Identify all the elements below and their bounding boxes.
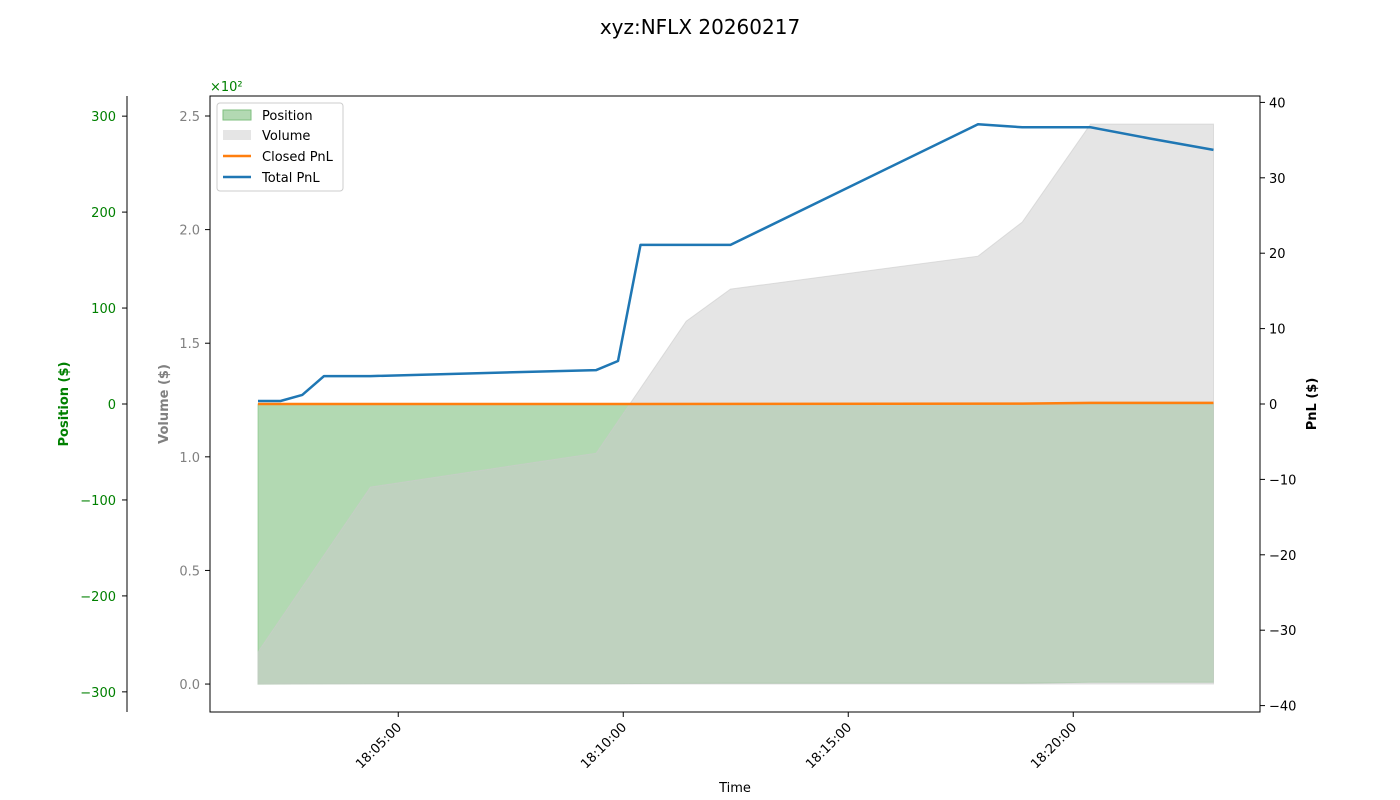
legend-swatch-volume <box>223 130 251 140</box>
position-axis-label: Position ($) <box>57 362 72 447</box>
pnl-tick-label: −10 <box>1269 473 1296 488</box>
x-tick-label: 18:05:00 <box>353 720 405 772</box>
pnl-tick-label: 10 <box>1269 323 1286 338</box>
position-tick-label: −200 <box>80 590 116 605</box>
x-axis-label: Time <box>718 781 751 796</box>
position-tick-label: −300 <box>80 686 116 701</box>
legend-label-volume: Volume <box>262 129 310 144</box>
series-lines <box>258 123 1214 406</box>
closed-pnl-line <box>258 401 1214 406</box>
legend-label-total-pnl: Total PnL <box>261 171 320 186</box>
position-tick-label: 100 <box>91 302 116 317</box>
pnl-tick-label: −20 <box>1269 549 1296 564</box>
volume-tick-label: 1.0 <box>179 451 200 466</box>
pnl-tick-label: −40 <box>1269 700 1296 715</box>
legend-box <box>216 102 344 192</box>
position-tick-label: 300 <box>91 110 116 125</box>
pnl-axis-label: PnL ($) <box>1305 378 1320 431</box>
chart-title: xyz:NFLX 20260217 <box>600 15 800 39</box>
legend-swatch-position <box>222 109 252 121</box>
total-pnl-line <box>258 123 1214 403</box>
volume-tick-label: 2.0 <box>179 224 200 239</box>
volume-scale-label: ×10² <box>210 80 243 95</box>
volume-axis-label: Volume ($) <box>157 364 172 444</box>
x-tick-label: 18:10:00 <box>578 720 630 772</box>
pnl-tick-label: −30 <box>1269 624 1296 639</box>
volume-tick-label: 0.5 <box>179 564 200 579</box>
legend-label-closed-pnl: Closed PnL <box>262 150 334 165</box>
position-tick-label: 200 <box>91 206 116 221</box>
position-tick-label: 0 <box>108 398 116 413</box>
pnl-tick-label: 40 <box>1269 96 1286 111</box>
x-tick-label: 18:20:00 <box>1028 720 1080 772</box>
legend: Position Volume Closed PnL Total PnL <box>216 102 344 192</box>
volume-tick-label: 1.5 <box>179 337 200 352</box>
position-tick-label: −100 <box>80 494 116 509</box>
pnl-tick-label: 30 <box>1269 172 1286 187</box>
volume-tick-label: 0.0 <box>179 678 200 693</box>
x-tick-label: 18:15:00 <box>803 720 855 772</box>
pnl-tick-label: 0 <box>1269 398 1277 413</box>
volume-tick-label: 2.5 <box>179 110 200 125</box>
pnl-tick-label: 20 <box>1269 247 1286 262</box>
legend-label-position: Position <box>262 109 313 124</box>
